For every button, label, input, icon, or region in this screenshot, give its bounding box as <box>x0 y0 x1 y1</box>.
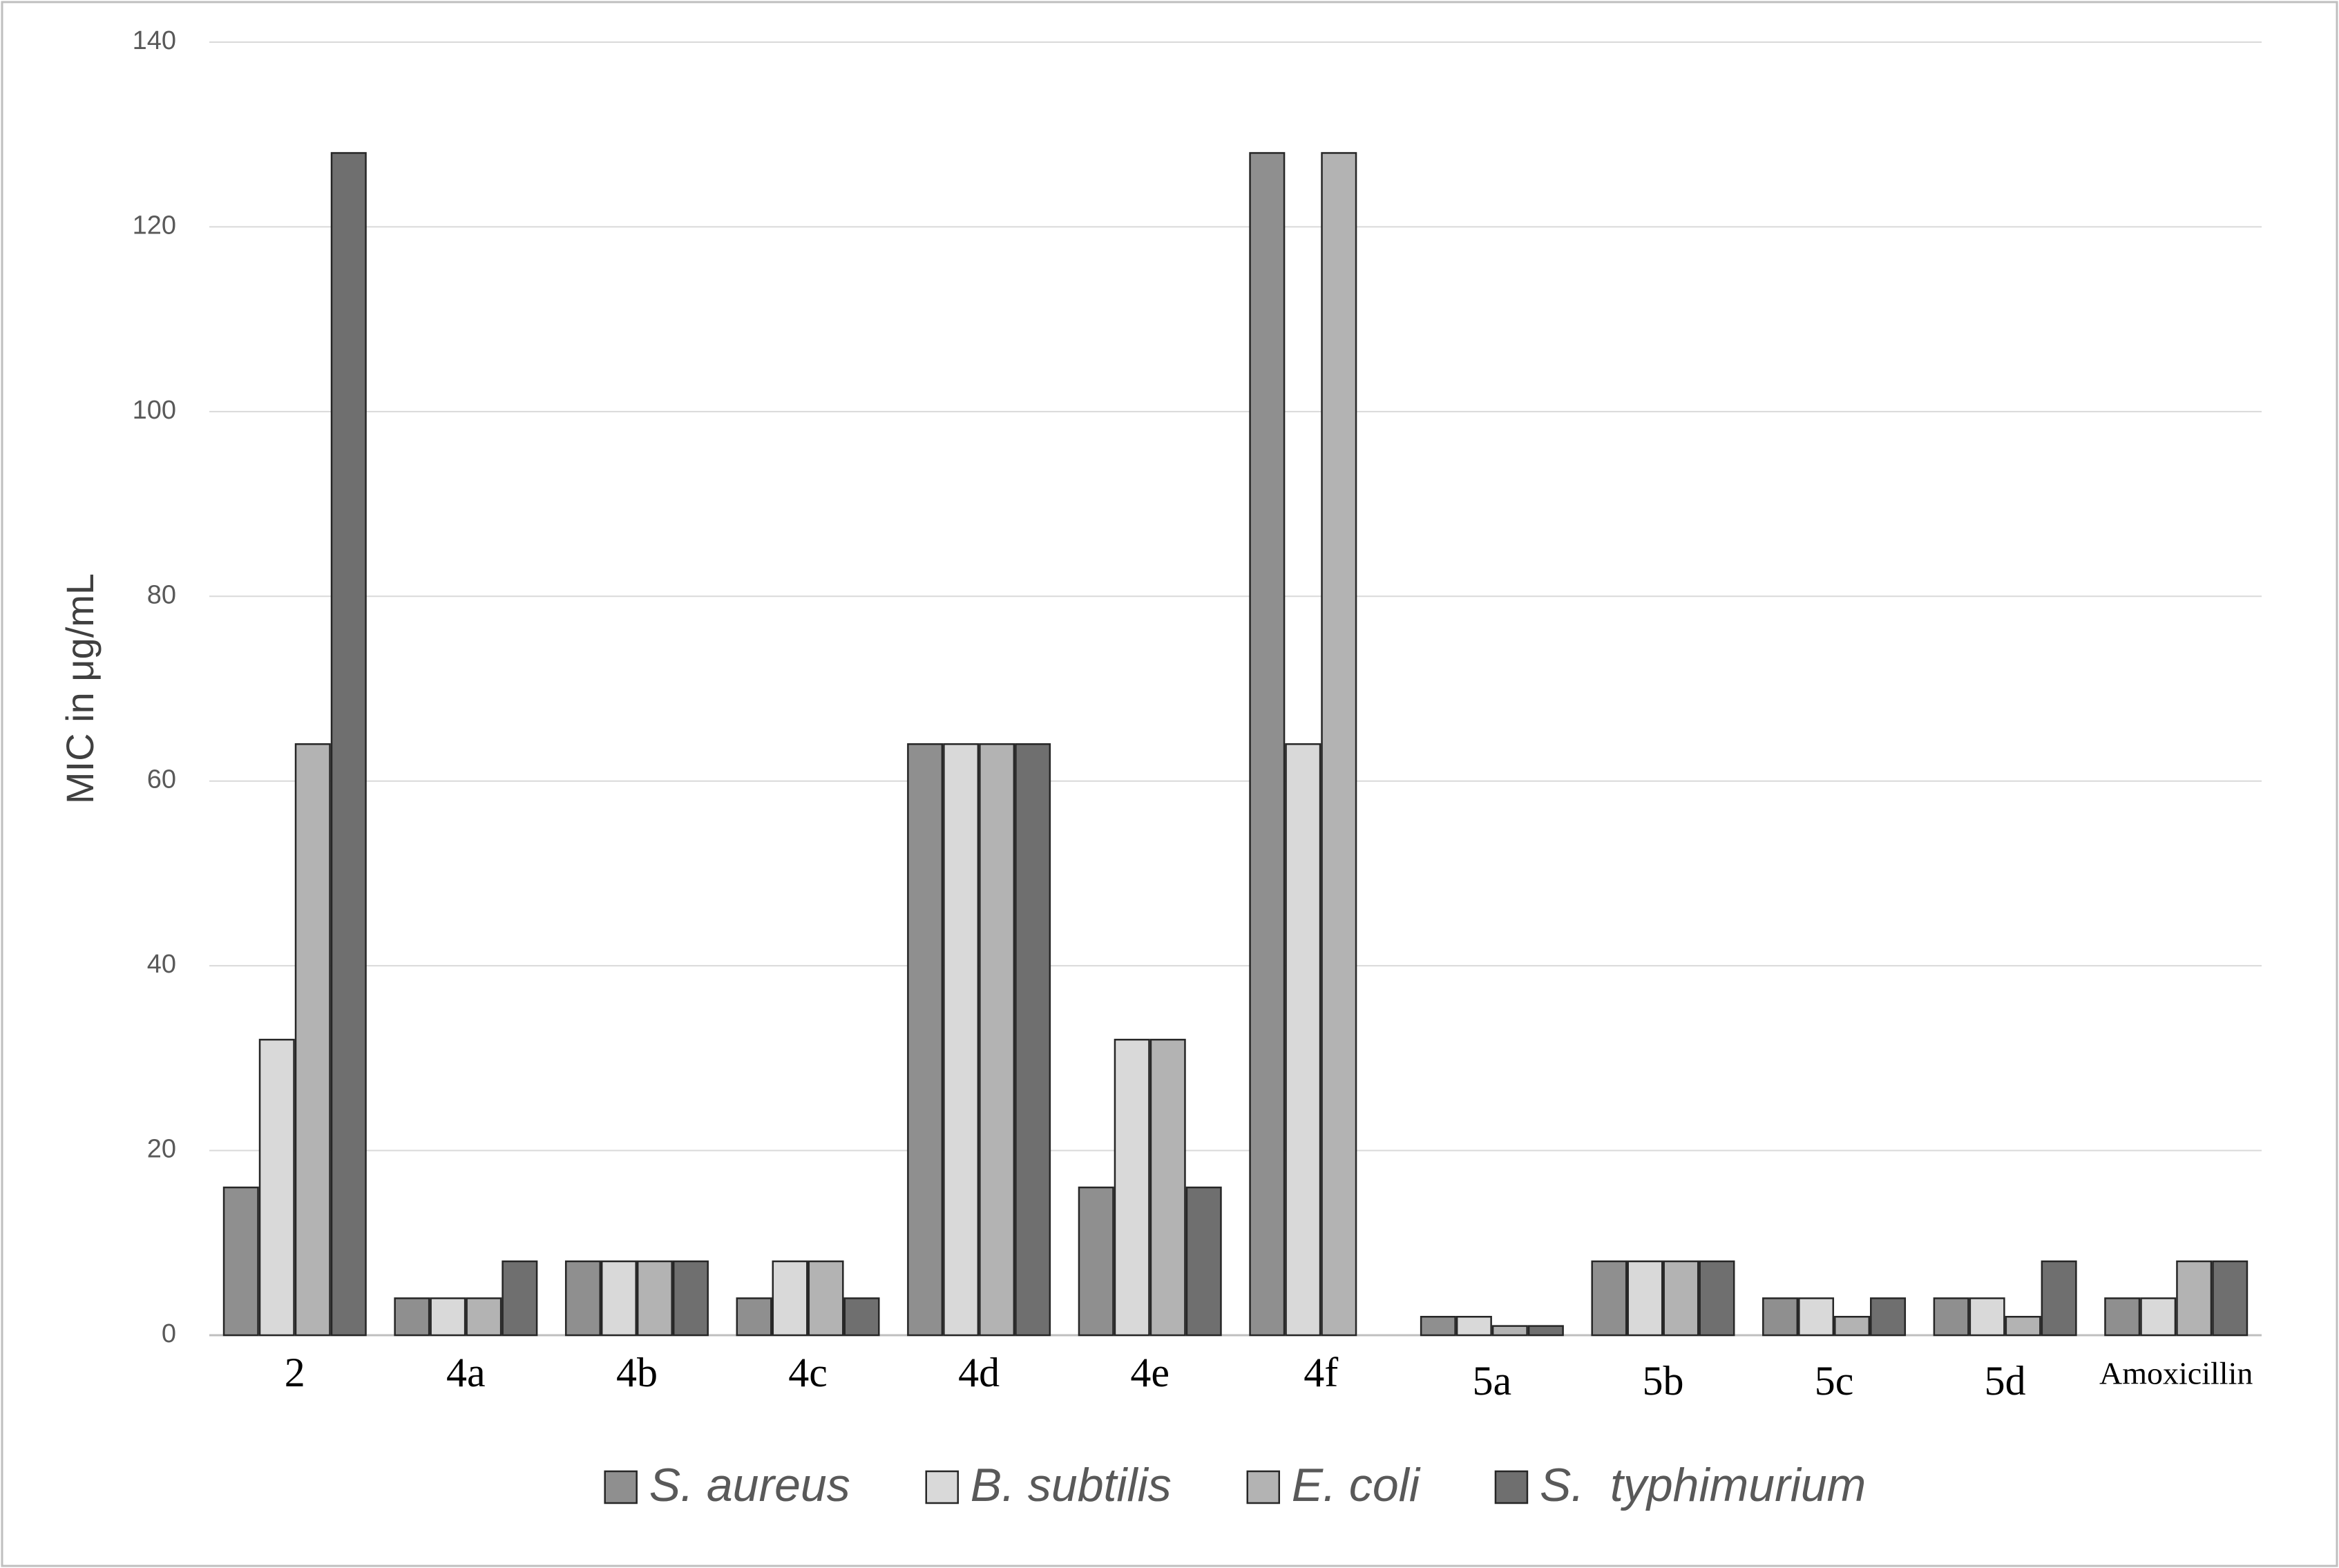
bar <box>430 1297 466 1337</box>
bar <box>466 1297 502 1337</box>
bar <box>1933 1297 1969 1337</box>
bar <box>907 743 944 1337</box>
bar <box>736 1297 772 1337</box>
bar <box>1015 743 1051 1337</box>
x-tick-label: Amoxicillin <box>2099 1356 2253 1391</box>
bar <box>1185 1186 1222 1337</box>
y-tick-label: 100 <box>133 396 176 425</box>
y-tick-label: 60 <box>147 765 176 794</box>
bar <box>394 1297 430 1337</box>
bar <box>222 1186 259 1337</box>
x-tick-label: 5c <box>1815 1358 1854 1404</box>
bar <box>294 743 331 1337</box>
bar <box>1834 1316 1871 1337</box>
y-axis-label: MIC in μg/mL <box>58 573 102 804</box>
x-tick-label: 5d <box>1985 1358 2026 1404</box>
x-tick-label: 4d <box>958 1350 1000 1395</box>
bar <box>772 1260 808 1337</box>
bar <box>258 1038 295 1337</box>
legend-label: B. subtilis <box>971 1459 1172 1511</box>
bar <box>1285 743 1321 1337</box>
y-tick-label: 40 <box>147 950 176 979</box>
x-tick-label: 4f <box>1304 1350 1338 1395</box>
legend-label: S. typhimurium <box>1540 1459 1866 1511</box>
bar <box>1870 1297 1907 1337</box>
y-tick-label: 0 <box>162 1319 176 1348</box>
x-tick-label: 4b <box>616 1350 658 1395</box>
bar <box>943 743 980 1337</box>
x-tick-label: 4a <box>446 1350 486 1395</box>
bar <box>636 1260 673 1337</box>
bar <box>843 1297 880 1337</box>
bar <box>564 1260 601 1337</box>
bar <box>2005 1316 2041 1337</box>
bar <box>1591 1260 1627 1337</box>
y-tick-label: 140 <box>133 26 176 55</box>
x-tick-label: 4c <box>788 1350 828 1395</box>
bar <box>2176 1260 2213 1337</box>
bar <box>2140 1297 2177 1337</box>
bar <box>2212 1260 2249 1337</box>
legend-swatch <box>925 1470 960 1504</box>
bar <box>1491 1325 1528 1337</box>
legend-swatch <box>1246 1470 1281 1504</box>
bar <box>1969 1297 2005 1337</box>
bar <box>1249 152 1286 1337</box>
bar <box>1455 1316 1492 1337</box>
bar <box>2041 1260 2077 1337</box>
legend-label: S. aureus <box>649 1459 850 1511</box>
legend-swatch <box>604 1470 638 1504</box>
x-tick-label: 2 <box>285 1350 305 1395</box>
y-tick-label: 20 <box>147 1135 176 1164</box>
bar <box>808 1260 844 1337</box>
bar <box>1420 1316 1456 1337</box>
bar <box>979 743 1015 1337</box>
bar <box>1114 1038 1150 1337</box>
bar <box>1149 1038 1186 1337</box>
legend-label: E. coli <box>1292 1459 1421 1511</box>
bar <box>1699 1260 1735 1337</box>
bar <box>672 1260 709 1337</box>
y-tick-label: 120 <box>133 211 176 240</box>
bar <box>2104 1297 2141 1337</box>
bar <box>1321 152 1357 1337</box>
x-tick-label: 5b <box>1642 1358 1683 1404</box>
bar <box>330 152 367 1337</box>
bar <box>502 1260 538 1337</box>
bar <box>600 1260 637 1337</box>
bar <box>1798 1297 1835 1337</box>
x-tick-label: 4e <box>1130 1350 1170 1395</box>
bar <box>1078 1186 1114 1337</box>
bar <box>1663 1260 1699 1337</box>
x-tick-label: 5a <box>1473 1358 1512 1404</box>
bar <box>1762 1297 1799 1337</box>
bar <box>1627 1260 1663 1337</box>
y-tick-label: 80 <box>147 580 176 609</box>
bar <box>1527 1325 1564 1337</box>
legend-swatch <box>1494 1470 1529 1504</box>
